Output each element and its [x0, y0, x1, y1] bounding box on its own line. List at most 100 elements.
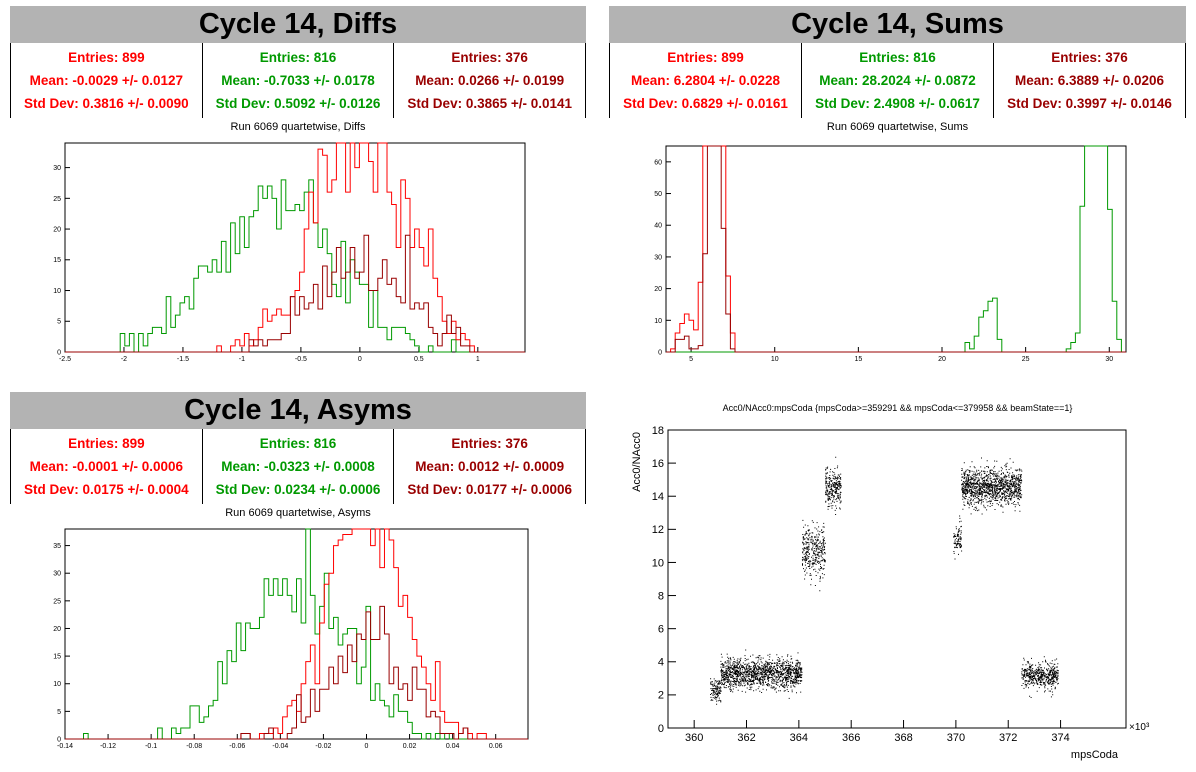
y-tick-label: 60 — [654, 159, 662, 166]
stat-stddev: Std Dev: 0.0175 +/- 0.0004 — [23, 482, 189, 497]
histogram-series — [65, 179, 525, 353]
histogram-series — [65, 605, 528, 740]
scatter-points — [720, 649, 803, 699]
x-axis-multiplier: ×10³ — [1129, 722, 1150, 733]
y-tick-label: 10 — [654, 318, 662, 325]
asyms-subtitle: Run 6069 quartetwise, Asyms — [225, 507, 371, 519]
sums-histogram: 5 10 15 20 25 30 0 10 20 30 40 50 60 — [654, 145, 1127, 361]
x-tick-label: 362 — [737, 732, 755, 744]
plot-frame — [665, 145, 1127, 353]
x-tick-label: 0 — [365, 743, 369, 750]
sums-stats-green: Entries: 816 Mean: 28.2024 +/- 0.0872 St… — [802, 43, 994, 118]
scatter-title: Acc0/NAcc0:mpsCoda {mpsCoda>=359291 && m… — [722, 403, 1073, 413]
x-tick-label: -0.04 — [272, 743, 288, 750]
x-tick-label: 25 — [1022, 356, 1030, 361]
stat-mean: Mean: 28.2024 +/- 0.0872 — [819, 73, 976, 88]
sums-stats-box: Entries: 899 Mean: 6.2804 +/- 0.0228 Std… — [609, 43, 1186, 118]
sums-subtitle: Run 6069 quartetwise, Sums — [826, 121, 969, 133]
histogram-series — [666, 145, 1126, 353]
x-tick-label: 364 — [790, 732, 808, 744]
x-tick-label: 368 — [894, 732, 912, 744]
y-tick-label: 2 — [658, 690, 664, 702]
scatter-points — [961, 457, 1023, 515]
stat-stddev: Std Dev: 0.0177 +/- 0.0006 — [407, 482, 573, 497]
stat-stddev: Std Dev: 0.0234 +/- 0.0006 — [215, 482, 381, 497]
stat-entries: Entries: 899 — [68, 436, 145, 451]
x-tick-label: 10 — [771, 356, 779, 361]
x-tick-label: -0.14 — [57, 743, 73, 750]
y-tick-label: 14 — [652, 491, 664, 503]
asyms-stats-darkred: Entries: 376 Mean: 0.0012 +/- 0.0009 Std… — [394, 429, 585, 504]
scatter-points — [953, 515, 963, 560]
x-axis-label: mpsCoda — [1071, 749, 1119, 761]
y-tick-label: 50 — [654, 191, 662, 198]
y-tick-label: 0 — [658, 723, 664, 735]
x-tick-label: -1.5 — [177, 356, 189, 361]
stat-mean: Mean: -0.0029 +/- 0.0127 — [29, 73, 184, 88]
y-tick-label: 16 — [652, 458, 664, 470]
stat-entries: Entries: 816 — [259, 436, 337, 451]
y-tick-label: 10 — [652, 557, 664, 569]
x-tick-label: 0.5 — [414, 356, 424, 361]
y-tick-label: 15 — [53, 654, 61, 661]
y-tick-label: 40 — [654, 223, 662, 230]
diffs-stats-box: Entries: 899 Mean: -0.0029 +/- 0.0127 St… — [10, 43, 586, 118]
x-tick-label: -2 — [121, 356, 127, 361]
stat-mean: Mean: 6.3889 +/- 0.0206 — [1015, 73, 1164, 88]
stat-mean: Mean: -0.0001 +/- 0.0006 — [29, 459, 184, 474]
y-tick-label: 12 — [652, 524, 664, 536]
stat-mean: Mean: -0.7033 +/- 0.0178 — [221, 73, 375, 88]
stat-entries: Entries: 899 — [68, 50, 145, 65]
stat-entries: Entries: 376 — [451, 50, 528, 65]
y-tick-label: 18 — [652, 425, 664, 437]
x-tick-label: 370 — [947, 732, 965, 744]
x-tick-label: 30 — [1105, 356, 1113, 361]
diffs-stats-darkred: Entries: 376 Mean: 0.0266 +/- 0.0199 Std… — [394, 43, 585, 118]
y-tick-label: 20 — [654, 286, 662, 293]
y-tick-label: 10 — [53, 681, 61, 688]
y-tick-label: 0 — [658, 349, 662, 356]
x-tick-label: -2.5 — [59, 356, 71, 361]
asyms-stats-green: Entries: 816 Mean: -0.0323 +/- 0.0008 St… — [203, 429, 395, 504]
scatter-points — [1021, 656, 1059, 698]
y-tick-label: 20 — [53, 626, 61, 633]
x-tick-label: 0.02 — [403, 743, 417, 750]
x-tick-label: -0.08 — [186, 743, 202, 750]
stat-stddev: Std Dev: 0.5092 +/- 0.0126 — [215, 96, 381, 111]
y-tick-label: 15 — [53, 257, 61, 264]
plot-frame — [667, 429, 1127, 729]
sums-stats-red: Entries: 899 Mean: 6.2804 +/- 0.0228 Std… — [610, 43, 802, 118]
x-tick-label: 372 — [999, 732, 1017, 744]
histogram-series — [666, 145, 1126, 353]
scatter-points — [825, 456, 842, 515]
asyms-stats-red: Entries: 899 Mean: -0.0001 +/- 0.0006 St… — [11, 429, 203, 504]
x-tick-label: -0.02 — [315, 743, 331, 750]
y-tick-label: 0 — [57, 349, 61, 356]
x-tick-label: -0.5 — [295, 356, 307, 361]
histogram-series — [666, 145, 1126, 353]
x-tick-label: 15 — [854, 356, 862, 361]
y-axis-label: Acc0/NAcc0 — [631, 432, 643, 492]
y-tick-label: 10 — [53, 288, 61, 295]
stat-stddev: Std Dev: 0.3865 +/- 0.0141 — [407, 96, 573, 111]
y-tick-label: 4 — [658, 657, 664, 669]
y-tick-label: 35 — [53, 543, 61, 550]
sums-stats-darkred: Entries: 376 Mean: 6.3889 +/- 0.0206 Std… — [994, 43, 1185, 118]
scatter-points — [801, 519, 826, 592]
x-tick-label: 0.06 — [489, 743, 503, 750]
y-tick-label: 20 — [53, 227, 61, 234]
x-tick-label: 0.04 — [446, 743, 460, 750]
x-tick-label: -0.06 — [229, 743, 245, 750]
stat-mean: Mean: 6.2804 +/- 0.0228 — [631, 73, 780, 88]
asyms-header: Cycle 14, Asyms — [10, 392, 586, 429]
x-tick-label: 374 — [1051, 732, 1069, 744]
y-tick-label: 0 — [57, 736, 61, 743]
y-tick-label: 8 — [658, 590, 664, 602]
y-tick-label: 5 — [57, 319, 61, 326]
x-tick-label: 5 — [689, 356, 693, 361]
stat-stddev: Std Dev: 2.4908 +/- 0.0617 — [815, 96, 980, 111]
x-tick-label: -0.1 — [145, 743, 157, 750]
stat-stddev: Std Dev: 0.3997 +/- 0.0146 — [1007, 96, 1172, 111]
stat-mean: Mean: -0.0323 +/- 0.0008 — [221, 459, 375, 474]
